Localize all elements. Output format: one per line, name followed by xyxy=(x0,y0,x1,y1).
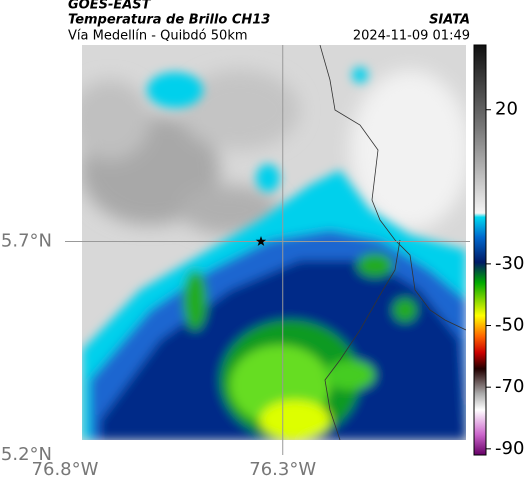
location-marker xyxy=(255,236,267,246)
x-tick-label: 76.3°W xyxy=(249,459,316,480)
route: Vía Medellín - Quibdó 50km xyxy=(68,29,248,44)
y-tick-label: 5.2°N xyxy=(1,444,52,465)
colorbar-tick-label: -90 xyxy=(495,438,524,459)
colorbar-tick-label: 20 xyxy=(495,99,518,120)
source: GOES-EAST xyxy=(68,0,152,13)
y-tick-label: 5.7°N xyxy=(1,230,52,251)
x-tick-label: 76.8°W xyxy=(32,459,99,480)
org: SIATA xyxy=(429,13,470,28)
title: Temperatura de Brillo CH13 xyxy=(68,13,270,28)
colorbar-tick-label: -50 xyxy=(495,315,524,336)
colorbar-tick-label: -30 xyxy=(495,253,524,274)
colorbar xyxy=(473,44,487,456)
timestamp: 2024-11-09 01:49 xyxy=(353,29,470,44)
satellite-image xyxy=(82,45,466,440)
colorbar-tick-label: -70 xyxy=(495,376,524,397)
